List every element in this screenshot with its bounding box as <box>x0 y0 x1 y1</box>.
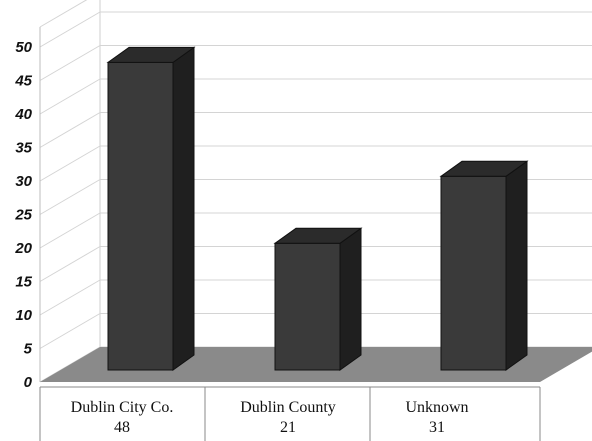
gridline-diagonal <box>39 0 88 28</box>
bar-top <box>439 160 529 177</box>
bars-layer <box>106 46 529 371</box>
gridline-diagonal <box>39 45 101 81</box>
bar-front <box>440 175 507 371</box>
y-tick-label: 45 <box>14 73 32 90</box>
y-tick-label: 40 <box>14 106 32 123</box>
y-tick-label: 15 <box>15 274 32 291</box>
bar <box>439 160 529 371</box>
y-tick-label: 20 <box>14 240 32 257</box>
bar-front <box>107 61 174 371</box>
gridline-diagonal <box>39 212 101 249</box>
value-label: 21 <box>280 419 296 436</box>
y-tick-label: 35 <box>15 140 32 157</box>
gridline-diagonal <box>39 11 101 48</box>
y-tick-label: 50 <box>15 39 32 56</box>
value-label: 31 <box>429 419 445 436</box>
gridline-diagonal <box>39 145 101 182</box>
y-tick-label: 5 <box>24 341 33 358</box>
gridline-diagonal <box>39 112 101 148</box>
bar <box>106 46 196 371</box>
bar-side <box>172 46 195 371</box>
y-tick-label: 30 <box>15 173 32 190</box>
bar <box>273 227 363 371</box>
gridline-diagonal <box>39 179 101 215</box>
bar-side <box>505 160 528 371</box>
gridline-diagonal <box>39 78 101 115</box>
y-tick-label: 0 <box>24 374 33 391</box>
category-label: Dublin County <box>240 399 336 416</box>
category-table: Dublin City Co. 48 Dublin County 21 Unknown 3… <box>39 386 541 441</box>
gridline-diagonal <box>39 279 101 316</box>
y-tick-label: 25 <box>14 207 32 224</box>
gridline-diagonal <box>39 246 101 282</box>
bar-front <box>274 242 341 371</box>
y-tick-label: 10 <box>15 307 32 324</box>
gridline-diagonal <box>39 313 101 349</box>
bar-top <box>273 227 363 244</box>
y-axis: 0 5 10 15 20 25 30 35 40 45 50 <box>14 39 32 391</box>
category-label: Unknown <box>405 399 468 416</box>
value-label: 48 <box>114 419 130 436</box>
category-label: Dublin City Co. <box>71 399 174 416</box>
bar-top <box>106 46 196 63</box>
bar-side <box>339 227 362 371</box>
